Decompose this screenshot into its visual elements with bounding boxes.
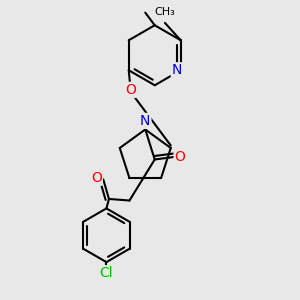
Text: N: N [140,114,151,128]
Text: Cl: Cl [100,266,113,280]
Text: N: N [172,63,182,77]
Text: O: O [125,83,136,97]
Text: O: O [91,171,102,185]
Text: O: O [175,150,185,164]
Text: CH₃: CH₃ [154,7,175,17]
